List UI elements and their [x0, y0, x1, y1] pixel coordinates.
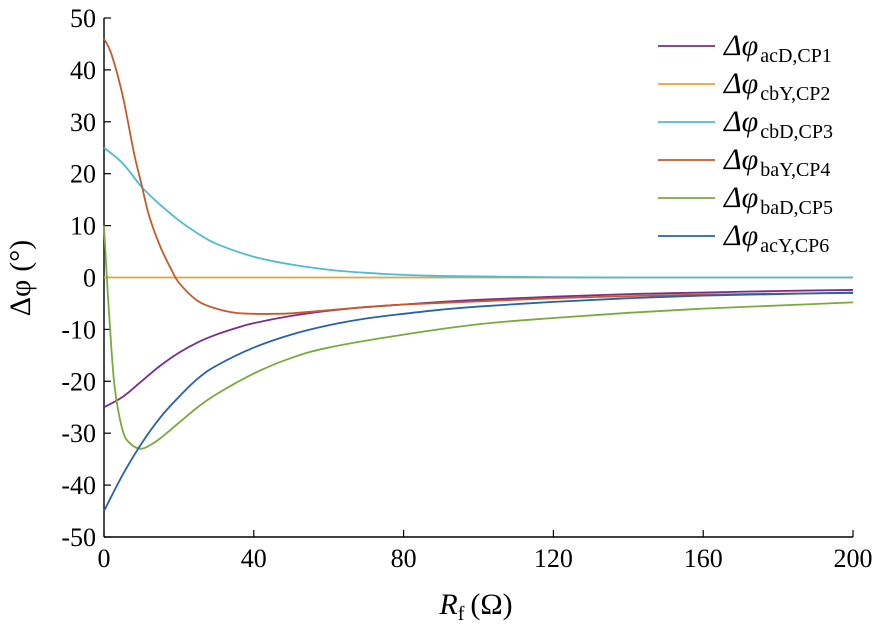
- y-tick-label: -10: [61, 315, 96, 344]
- y-tick-label: -20: [61, 367, 96, 396]
- legend-label: Δφ cbD,CP3: [723, 105, 833, 143]
- x-axis-title: Rf (Ω): [438, 588, 512, 625]
- x-tick-label: 200: [834, 544, 873, 573]
- x-tick-label: 160: [684, 544, 723, 573]
- y-axis-title-main: Δφ: [4, 280, 37, 317]
- series-lines: [103, 38, 854, 512]
- legend-label: Δφ baD,CP5: [723, 181, 833, 219]
- y-tick-label: -40: [61, 471, 96, 500]
- series-line-5: [103, 225, 854, 450]
- legend-label: Δφ acY,CP6: [723, 219, 829, 257]
- legend-label: Δφ cbY,CP2: [723, 67, 830, 105]
- y-tick-label: 20: [70, 160, 96, 189]
- x-tick-label: 40: [241, 544, 267, 573]
- x-tick-label: 80: [391, 544, 417, 573]
- y-tick-label: -50: [61, 523, 96, 552]
- series-line-4: [103, 38, 854, 315]
- legend-label: Δφ baY,CP4: [723, 143, 830, 181]
- series-line-6: [103, 291, 854, 512]
- axis-titles: Rf (Ω) Δφ (°): [4, 240, 513, 625]
- y-axis-title: Δφ (°): [4, 240, 37, 317]
- x-axis-title-unit: (Ω): [470, 588, 512, 621]
- y-tick-label: -30: [61, 419, 96, 448]
- series-line-3: [103, 147, 853, 279]
- y-tick-label: 30: [70, 108, 96, 137]
- x-axis-title-main: R: [438, 588, 457, 621]
- x-axis-title-sub: f: [458, 603, 465, 625]
- x-tick-label: 0: [98, 544, 111, 573]
- legend-label: Δφ acD,CP1: [723, 29, 832, 67]
- y-tick-label: 0: [83, 264, 96, 293]
- axes: 0 40 80 120 160 200 -50 -40 -30 -20 -10 0 10 20 30 40 50: [61, 4, 872, 573]
- y-tick-label: 50: [70, 4, 96, 33]
- y-tick-label: 10: [70, 212, 96, 241]
- y-tick-label: 40: [70, 56, 96, 85]
- y-axis-title-unit: (°): [4, 240, 37, 272]
- x-tick-label: 120: [534, 544, 573, 573]
